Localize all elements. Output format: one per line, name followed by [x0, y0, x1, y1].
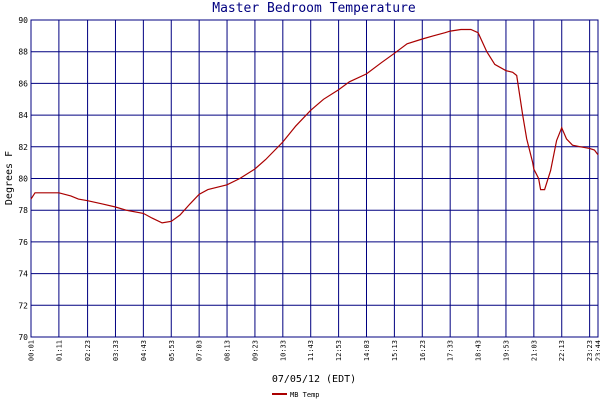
- x-tick-label: 18:43: [475, 340, 483, 361]
- y-tick-label: 82: [18, 143, 28, 152]
- y-tick-label: 72: [18, 301, 28, 310]
- x-tick-label: 11:43: [307, 340, 315, 361]
- x-tick-label: 17:33: [447, 340, 455, 361]
- plot-frame: [30, 19, 599, 338]
- x-axis-label: 07/05/12 (EDT): [272, 374, 356, 385]
- x-tick-label: 23:44: [595, 340, 600, 361]
- x-tick-label: 09:23: [251, 340, 259, 361]
- x-tick-label: 04:43: [140, 340, 148, 361]
- x-tick-label: 12:53: [335, 340, 343, 361]
- y-tick-label: 70: [18, 333, 28, 342]
- y-tick-labels: 70 72 74 76 78 80 82 84 86 88 90: [18, 16, 28, 342]
- x-tick-label: 10:33: [279, 340, 287, 361]
- legend-label: MB Temp: [290, 391, 320, 399]
- y-tick-label: 76: [18, 238, 28, 247]
- chart-title: Master Bedroom Temperature: [212, 1, 416, 16]
- series-line-mb-temp: [30, 28, 599, 224]
- y-axis-label: Degrees F: [4, 151, 15, 205]
- y-tick-label: 74: [18, 270, 28, 279]
- y-tick-label: 84: [18, 111, 28, 120]
- x-tick-label: 05:53: [168, 340, 176, 361]
- x-tick-label: 22:13: [558, 340, 566, 361]
- x-tick-label: 00:01: [28, 340, 36, 361]
- x-tick-label: 23:23: [586, 340, 594, 361]
- x-tick-label: 21:03: [530, 340, 538, 361]
- x-tick-label: 15:13: [391, 340, 399, 361]
- x-tick-label: 16:23: [419, 340, 427, 361]
- y-tick-label: 78: [18, 206, 28, 215]
- y-tick-label: 88: [18, 48, 28, 57]
- y-tick-label: 86: [18, 79, 28, 88]
- x-tick-label: 02:23: [84, 340, 92, 361]
- x-tick-label: 14:03: [363, 340, 371, 361]
- legend: MB Temp: [272, 391, 320, 399]
- grid: [30, 19, 599, 338]
- x-tick-label: 08:13: [224, 340, 232, 361]
- x-tick-label: 19:53: [502, 340, 510, 361]
- x-tick-labels: 00:01 01:11 02:23 03:33 04:43 05:53 07:03 08:13…: [28, 340, 600, 361]
- x-tick-label: 03:33: [112, 340, 120, 361]
- x-tick-label: 07:03: [196, 340, 204, 361]
- x-tick-label: 01:11: [55, 340, 63, 361]
- y-tick-label: 80: [18, 175, 28, 184]
- y-tick-label: 90: [18, 16, 28, 25]
